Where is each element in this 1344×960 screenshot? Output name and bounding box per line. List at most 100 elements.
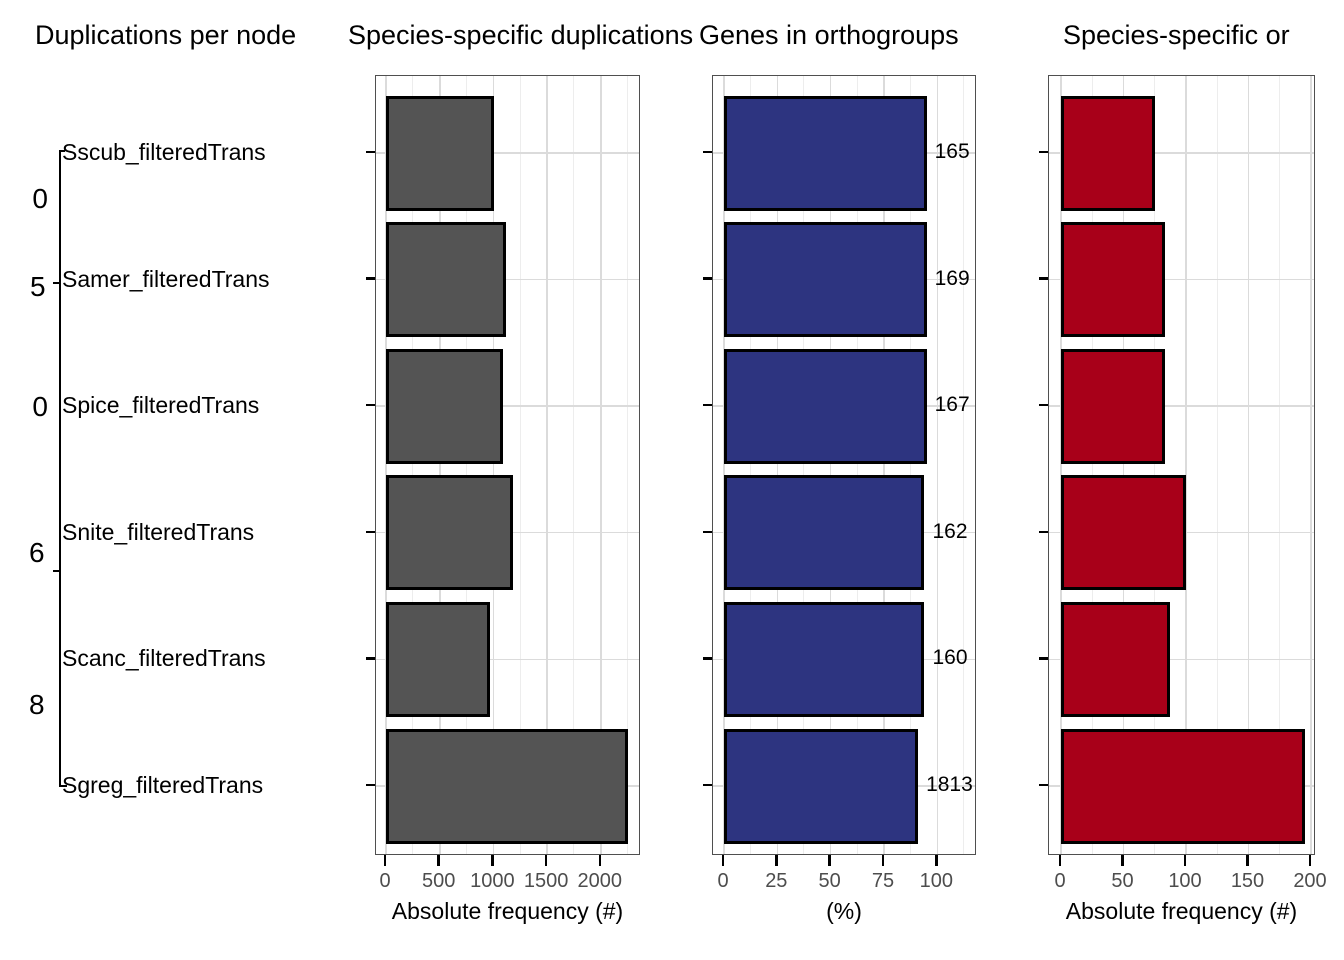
bar (386, 475, 514, 591)
bar (724, 222, 927, 338)
y-axis-tick (366, 403, 375, 407)
bar-value-label: 160 (932, 646, 968, 670)
gridline-major (936, 76, 939, 854)
x-axis-tick-label: 200 (1293, 870, 1327, 892)
panel-species-specific-orthogroups (1048, 75, 1315, 855)
bar (724, 601, 925, 717)
x-axis-tick-label: 100 (919, 870, 953, 892)
gridline-horizontal (376, 658, 639, 661)
x-axis-tick-label: 75 (871, 870, 895, 892)
gridline-minor (1279, 76, 1281, 854)
y-axis-tick (703, 403, 712, 407)
bar (386, 728, 629, 844)
gridline-major (1247, 76, 1250, 854)
tree-node-label: 6 (29, 537, 45, 568)
bar (1061, 601, 1170, 717)
x-axis-tick (828, 855, 831, 866)
gridline-minor (1091, 76, 1093, 854)
x-axis-tick (1058, 855, 1062, 866)
gridline-minor (1216, 76, 1218, 854)
x-axis-tick (598, 855, 602, 866)
gridline-major (1060, 76, 1062, 854)
y-axis-tick (1039, 530, 1048, 534)
bar-value-label: 1813 (926, 773, 973, 796)
gridline-major (385, 76, 387, 854)
y-axis-tick (1039, 657, 1048, 660)
bar-value-label: 162 (932, 519, 968, 543)
y-axis-tick (366, 150, 375, 154)
tree-node-label: 0 (33, 183, 48, 214)
x-axis-tick (383, 855, 387, 866)
x-axis-tick-label: 0 (1054, 870, 1066, 892)
tree-branch-stub (53, 282, 61, 285)
bar (1061, 348, 1165, 464)
gridline-minor (963, 76, 965, 854)
x-axis-tick (491, 855, 494, 866)
gridline-minor (803, 76, 805, 854)
gridline-horizontal (376, 405, 639, 407)
gridline-minor (412, 76, 414, 854)
tree-branch-stub (59, 784, 67, 787)
x-axis-tick-label: 50 (818, 870, 841, 892)
gridline-horizontal (376, 152, 639, 154)
y-axis-tick (703, 150, 712, 154)
y-axis-tick (366, 530, 375, 534)
gridline-minor (466, 76, 468, 854)
x-axis-tick-label: 0 (717, 870, 729, 892)
x-axis-tick-label: 50 (1111, 870, 1134, 892)
x-axis-tick (437, 855, 440, 866)
gridline-minor (573, 76, 575, 854)
y-axis-tick (703, 657, 712, 660)
gridline-major (1122, 76, 1125, 854)
x-axis-tick-label: 1000 (470, 870, 515, 892)
gridline-major (883, 76, 885, 854)
bar (386, 95, 494, 211)
gridline-horizontal (1049, 405, 1314, 407)
x-axis-tick-label: 150 (1230, 870, 1265, 892)
bar-value-label: 165 (934, 140, 970, 163)
x-axis-tick-label: 2000 (577, 870, 623, 892)
bar (386, 601, 490, 717)
bar (724, 475, 925, 591)
x-axis-tick (721, 855, 725, 866)
gridline-major (546, 76, 548, 854)
bar-value-label: 167 (934, 393, 970, 417)
y-axis-tick (1039, 783, 1048, 787)
x-axis-tick (775, 855, 778, 866)
bar (724, 348, 927, 464)
tip-label-sscub: Sscub_filteredTrans (62, 139, 266, 165)
tip-label-snite: Snite_filteredTrans (62, 518, 255, 545)
x-axis-tick-label: 0 (379, 870, 391, 892)
gridline-horizontal (1049, 152, 1314, 154)
y-axis-tick (1039, 403, 1048, 407)
y-axis-tick (1039, 150, 1048, 154)
gridline-major (829, 76, 832, 854)
tree-branch-stub (59, 150, 65, 153)
gridline-minor (910, 76, 912, 854)
x-axis-tick-label: 25 (765, 870, 788, 892)
x-axis-tick (935, 855, 938, 866)
facet-title-species-specific-orthogroups: Species-specific or (1063, 20, 1290, 50)
bar (724, 728, 919, 844)
tree-trunk-line (59, 150, 62, 787)
y-axis-tick (703, 277, 712, 280)
gridline-horizontal (1049, 278, 1314, 281)
y-axis-tick (1039, 277, 1048, 280)
gridline-minor (519, 76, 521, 854)
panel-species-specific-duplications (375, 75, 640, 855)
y-axis-tick (703, 530, 712, 534)
panel-genes-in-orthogroups: 165 169 167 162 160 1813 (712, 75, 976, 855)
bar (386, 222, 507, 338)
tip-label-samer: Samer_filteredTrans (62, 265, 270, 292)
y-axis-tick (703, 783, 712, 787)
bar (1061, 728, 1305, 844)
tree-branch-stub (53, 570, 61, 573)
x-axis-title: Absolute frequency (#) (391, 898, 624, 924)
gridline-major (438, 76, 441, 854)
facet-title-genes-in-orthogroups: Genes in orthogroups (699, 20, 959, 50)
x-axis-tick-label: 100 (1168, 870, 1202, 892)
bar (1061, 95, 1155, 211)
x-axis-tick (1183, 855, 1187, 866)
gridline-minor (627, 76, 629, 854)
